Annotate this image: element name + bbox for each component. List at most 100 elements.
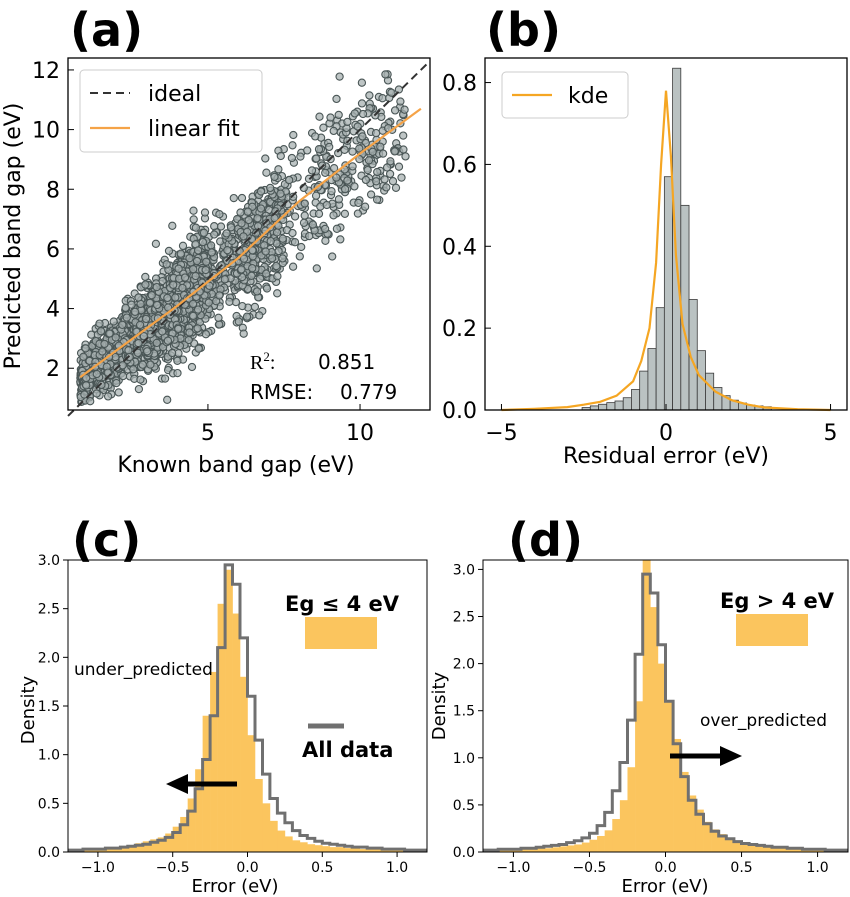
scatter-point (353, 122, 362, 131)
scatter-points (76, 70, 410, 406)
plot-frame-a (67, 57, 431, 411)
scatter-point (272, 228, 282, 237)
scatter-point (201, 265, 210, 275)
scatter-point (210, 230, 219, 239)
scatter-point (252, 287, 262, 296)
residual-bar (663, 176, 673, 411)
scatter-point (321, 236, 330, 245)
subset-bar (559, 846, 567, 852)
scatter-point (133, 348, 143, 357)
scatter-point (118, 320, 127, 329)
right-arrow (670, 746, 742, 766)
scatter-point (125, 352, 134, 362)
scatter-point (239, 232, 248, 241)
x-tick-label: 0.0 (236, 860, 258, 876)
scatter-point (187, 362, 197, 372)
scatter-point (329, 211, 338, 220)
scatter-point (255, 311, 264, 320)
scatter-point (188, 299, 198, 309)
scatter-point (312, 154, 321, 163)
scatter-point (326, 113, 335, 122)
scatter-point (303, 146, 312, 155)
scatter-point (334, 110, 343, 120)
scatter-point (173, 356, 182, 365)
scatter-point (215, 320, 224, 329)
y-tick-label: 0.0 (453, 845, 475, 861)
scatter-point (386, 157, 395, 166)
subset-bar (688, 795, 697, 852)
scatter-point (327, 187, 336, 196)
scatter-point (236, 208, 245, 217)
subset-bar (711, 829, 720, 852)
scatter-point (394, 162, 404, 171)
r2-value: 0.851 (318, 350, 375, 374)
scatter-point (358, 132, 367, 141)
rmse-label: RMSE: (250, 380, 313, 404)
subset-bar (135, 843, 144, 852)
subset-bar (635, 701, 643, 852)
scatter-point (305, 231, 314, 241)
all-data-step-d (483, 572, 848, 852)
panel-label-c: (c) (72, 513, 141, 567)
x-tick-label: 1.0 (386, 860, 408, 876)
subset-bar (225, 569, 233, 852)
scatter-point (176, 249, 185, 258)
scatter-point (234, 317, 243, 326)
x-tick-label: 0.0 (654, 860, 676, 876)
subset-bar (597, 835, 605, 852)
scatter-point (79, 352, 88, 361)
scatter-point (192, 256, 202, 266)
subset-bar (779, 847, 788, 852)
scatter-point (388, 177, 398, 186)
scatter-point (390, 106, 400, 115)
scatter-point (296, 152, 305, 161)
scatter-point (399, 145, 408, 154)
residual-bar (655, 307, 665, 411)
scatter-point (189, 265, 198, 274)
scatter-point (199, 228, 209, 237)
scatter-point (247, 271, 256, 280)
scatter-point (311, 191, 321, 200)
subset-bar (232, 613, 241, 852)
scatter-point (130, 307, 140, 316)
subset-bar (210, 671, 218, 852)
scatter-point (274, 165, 283, 174)
scatter-point (273, 272, 282, 281)
scatter-point (163, 395, 172, 404)
y-tick-label: 0.5 (38, 796, 60, 812)
x-tick-label-b: 5 (824, 421, 838, 446)
x-tick-label: −1.0 (81, 860, 115, 876)
scatter-point (272, 261, 281, 271)
y-tick-label: 2.5 (453, 610, 475, 626)
y-tick-label-b: 0.4 (442, 235, 477, 260)
scatter-point (354, 198, 363, 208)
eg-swatch-c (305, 617, 377, 649)
scatter-point (373, 167, 382, 177)
all-data-step-c (68, 563, 427, 852)
scatter-point (287, 153, 297, 163)
scatter-point (135, 320, 145, 330)
scatter-point (334, 195, 344, 204)
subset-bar (589, 839, 598, 852)
scatter-point (124, 346, 133, 355)
scatter-point (215, 210, 224, 219)
scatter-point (262, 284, 272, 293)
eg-swatch-d (736, 614, 808, 646)
scatter-point (250, 302, 260, 312)
scatter-point (158, 327, 167, 336)
scatter-point (204, 298, 213, 307)
scatter-point (118, 371, 128, 381)
scatter-point (173, 368, 182, 378)
scatter-point (207, 248, 216, 257)
subset-bar (367, 849, 375, 852)
scatter-point (355, 154, 364, 164)
scatter-point (273, 289, 282, 298)
scatter-point (239, 254, 249, 263)
subset-bar (374, 849, 383, 852)
subset-bar (657, 663, 666, 852)
scatter-point (340, 209, 350, 218)
y-tick-label-a: 8 (46, 178, 60, 203)
subset-bar (543, 848, 552, 852)
subset-bar (314, 845, 323, 852)
